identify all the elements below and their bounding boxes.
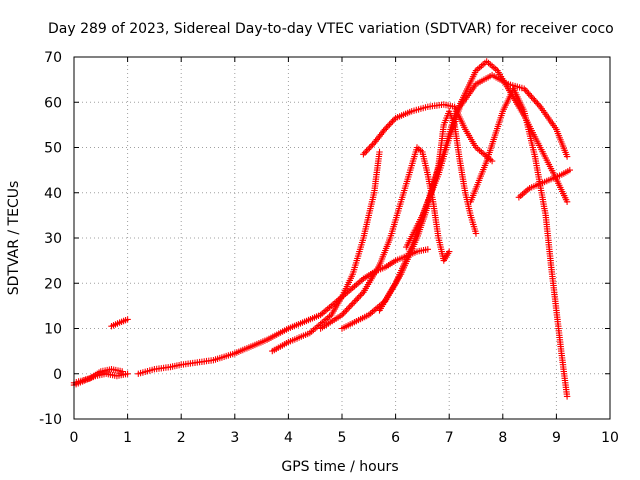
data-point-marker xyxy=(566,166,573,174)
y-tick-label: 50 xyxy=(44,141,62,157)
data-point-marker xyxy=(446,248,453,255)
x-tick-label: 8 xyxy=(498,430,507,446)
y-tick-label: 20 xyxy=(44,276,62,292)
y-tick-label: 10 xyxy=(44,322,62,338)
y-tick-labels: -10 0 10 20 30 40 50 60 70 xyxy=(39,50,62,428)
grid xyxy=(74,57,610,419)
series-line xyxy=(470,87,568,397)
data-point-marker xyxy=(119,368,126,375)
series-arc-short xyxy=(108,316,131,330)
x-tick-label: 4 xyxy=(284,430,293,446)
data-point-marker xyxy=(124,316,131,323)
x-tick-label: 1 xyxy=(123,430,132,446)
y-tick-label: 0 xyxy=(53,367,62,383)
x-tick-label: 7 xyxy=(445,430,454,446)
y-tick-label: -10 xyxy=(39,412,62,428)
y-tick-label: 30 xyxy=(44,231,62,247)
data-point-marker xyxy=(488,157,496,165)
data-point-marker xyxy=(563,198,571,205)
axis-ticks xyxy=(73,56,611,420)
series-arc-rise xyxy=(135,246,431,377)
data-point-marker xyxy=(563,393,571,400)
data-point-marker xyxy=(472,230,480,237)
y-tick-label: 40 xyxy=(44,186,62,202)
x-axis-label: GPS time / hours xyxy=(281,459,398,475)
x-tick-label: 6 xyxy=(391,430,400,446)
data-point-marker xyxy=(376,148,383,156)
x-tick-label: 10 xyxy=(601,430,619,446)
series-arc-steep-a xyxy=(269,148,383,355)
data-point-marker xyxy=(124,370,131,377)
chart-title: Day 289 of 2023, Sidereal Day-to-day VTE… xyxy=(48,21,614,37)
series-arc-high-b xyxy=(403,71,571,251)
x-tick-labels: 0 1 2 3 4 5 6 7 8 9 10 xyxy=(70,430,619,446)
data-series xyxy=(70,58,573,400)
series-arc-fall xyxy=(467,85,571,400)
series-arc-peak-a xyxy=(317,144,453,332)
data-point-marker xyxy=(424,246,431,253)
y-tick-label: 70 xyxy=(44,50,62,66)
data-point-marker xyxy=(563,153,571,160)
y-tick-label: 60 xyxy=(44,95,62,111)
y-axis-label: SDTVAR / TECUs xyxy=(6,181,22,296)
series-arc-late xyxy=(515,166,573,201)
x-tick-label: 0 xyxy=(70,430,79,446)
x-tick-label: 3 xyxy=(230,430,239,446)
series-arc-early-b xyxy=(70,366,126,386)
x-tick-label: 5 xyxy=(338,430,347,446)
x-tick-label: 9 xyxy=(552,430,561,446)
x-tick-label: 2 xyxy=(177,430,186,446)
